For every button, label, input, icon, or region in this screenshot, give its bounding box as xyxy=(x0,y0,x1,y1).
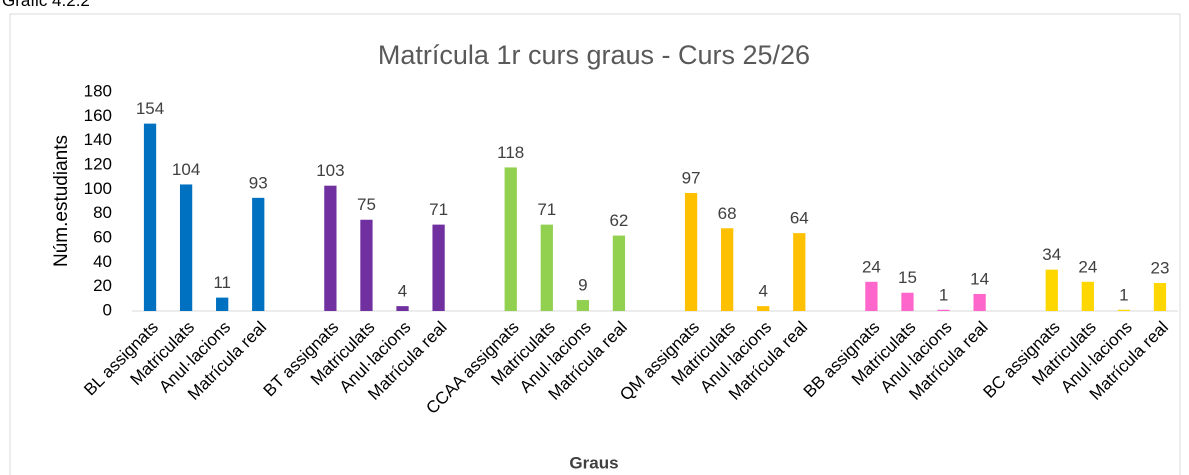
data-label: 62 xyxy=(609,211,628,230)
bar xyxy=(540,224,553,311)
chart-frame xyxy=(9,13,1181,475)
data-label: 11 xyxy=(213,273,231,292)
bar xyxy=(901,292,914,311)
data-label: 64 xyxy=(790,209,809,228)
data-label: 71 xyxy=(537,200,556,219)
bar xyxy=(1117,309,1131,311)
y-tick-label: 20 xyxy=(93,276,112,295)
y-tick-label: 160 xyxy=(84,106,112,125)
bar xyxy=(937,309,950,311)
data-label: 71 xyxy=(429,200,448,219)
y-tick-label: 100 xyxy=(84,179,112,198)
data-label: 93 xyxy=(249,173,268,192)
bar xyxy=(612,235,626,311)
y-tick-label: 60 xyxy=(93,227,112,246)
caption: Gràfic 4.2.2 xyxy=(2,0,90,10)
data-label: 4 xyxy=(758,282,767,301)
bar xyxy=(1153,283,1167,311)
bar xyxy=(432,224,445,311)
bar xyxy=(757,306,770,311)
data-label: 97 xyxy=(682,168,701,187)
bar xyxy=(504,167,517,311)
y-axis-title: Núm.estudiants xyxy=(51,135,72,267)
data-label: 4 xyxy=(398,282,407,301)
bar xyxy=(324,185,337,311)
bar xyxy=(684,192,698,311)
x-axis-title: Graus xyxy=(569,453,618,472)
bar xyxy=(973,293,986,311)
bar xyxy=(360,219,373,311)
y-tick-label: 140 xyxy=(84,130,112,149)
y-tick-label: 180 xyxy=(84,81,112,100)
data-label: 103 xyxy=(316,161,344,180)
y-tick-label: 80 xyxy=(93,203,112,222)
bar xyxy=(143,123,157,311)
data-label: 34 xyxy=(1042,245,1061,264)
data-label: 24 xyxy=(1078,257,1097,276)
bar xyxy=(721,228,734,311)
bar xyxy=(793,233,806,311)
data-label: 15 xyxy=(898,268,917,287)
data-label: 23 xyxy=(1151,259,1170,278)
bar xyxy=(396,306,409,311)
y-tick-label: 0 xyxy=(103,300,112,319)
bar xyxy=(252,197,265,311)
bar xyxy=(1045,269,1058,311)
data-label: 9 xyxy=(578,276,587,295)
bar xyxy=(576,300,589,311)
data-label: 68 xyxy=(718,204,737,223)
chart-title: Matrícula 1r curs graus - Curs 25/26 xyxy=(378,40,810,70)
data-label: 14 xyxy=(970,269,989,288)
y-tick-label: 120 xyxy=(84,154,112,173)
data-label: 24 xyxy=(862,257,881,276)
data-label: 154 xyxy=(136,99,164,118)
data-label: 118 xyxy=(497,143,524,162)
bar xyxy=(865,281,878,311)
bar xyxy=(179,184,193,311)
data-label: 1 xyxy=(939,285,948,304)
data-label: 75 xyxy=(357,195,376,214)
bar xyxy=(216,297,229,311)
data-label: 1 xyxy=(1119,285,1128,304)
data-label: 104 xyxy=(172,160,200,179)
y-tick-label: 40 xyxy=(93,252,112,271)
bar xyxy=(1081,281,1094,311)
